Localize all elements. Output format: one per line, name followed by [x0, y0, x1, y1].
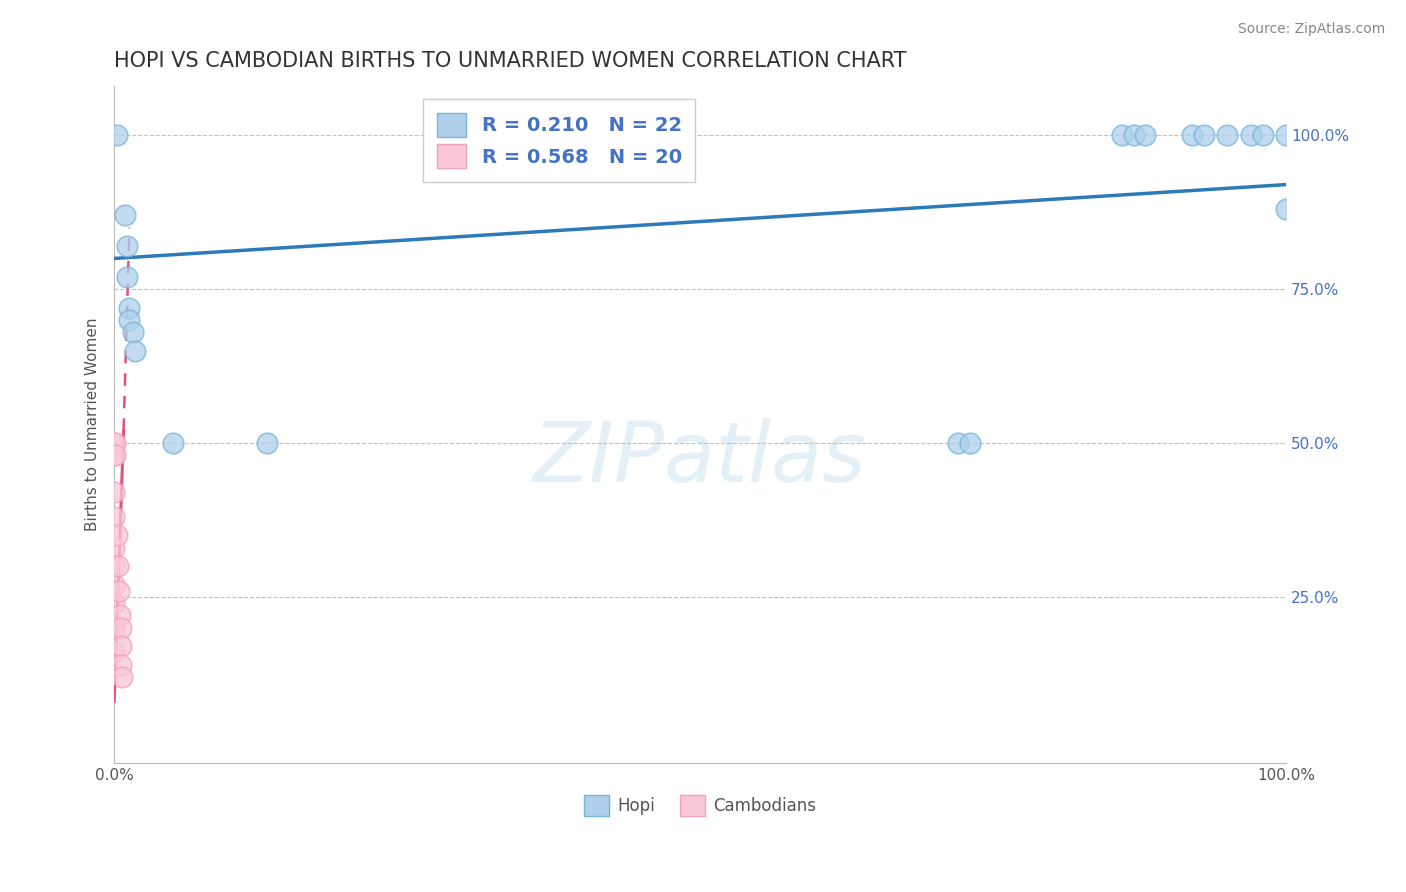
Point — [115, 269, 138, 284]
Text: ZIPatlas: ZIPatlas — [533, 418, 868, 499]
Point — [105, 128, 128, 143]
Point — [1275, 202, 1298, 217]
Point — [104, 449, 127, 463]
Point — [1240, 128, 1263, 143]
Point — [1111, 128, 1133, 143]
Point — [111, 670, 134, 684]
Point — [104, 436, 127, 450]
Point — [103, 436, 125, 450]
Point — [103, 541, 125, 555]
Point — [110, 639, 132, 653]
Text: Source: ZipAtlas.com: Source: ZipAtlas.com — [1237, 22, 1385, 37]
Point — [105, 528, 128, 542]
Point — [103, 645, 125, 659]
Y-axis label: Births to Unmarried Women: Births to Unmarried Women — [86, 318, 100, 532]
Point — [114, 208, 136, 222]
Point — [108, 608, 131, 623]
Point — [103, 559, 125, 574]
Point — [1216, 128, 1239, 143]
Point — [256, 436, 278, 450]
Point — [103, 510, 125, 524]
Text: HOPI VS CAMBODIAN BIRTHS TO UNMARRIED WOMEN CORRELATION CHART: HOPI VS CAMBODIAN BIRTHS TO UNMARRIED WO… — [114, 51, 907, 70]
Point — [946, 436, 969, 450]
Point — [1275, 128, 1298, 143]
Point — [122, 326, 145, 340]
Point — [103, 577, 125, 591]
Point — [959, 436, 981, 450]
Point — [118, 313, 141, 327]
Point — [1122, 128, 1144, 143]
Point — [103, 485, 125, 500]
Point — [1135, 128, 1157, 143]
Point — [124, 343, 146, 358]
Point — [1251, 128, 1274, 143]
Legend: Hopi, Cambodians: Hopi, Cambodians — [578, 789, 823, 822]
Point — [107, 559, 129, 574]
Point — [108, 583, 131, 598]
Point — [103, 449, 125, 463]
Point — [110, 621, 132, 635]
Point — [110, 657, 132, 672]
Point — [1192, 128, 1215, 143]
Point — [103, 621, 125, 635]
Point — [1181, 128, 1204, 143]
Point — [103, 596, 125, 610]
Point — [162, 436, 184, 450]
Point — [115, 239, 138, 253]
Point — [118, 301, 141, 315]
